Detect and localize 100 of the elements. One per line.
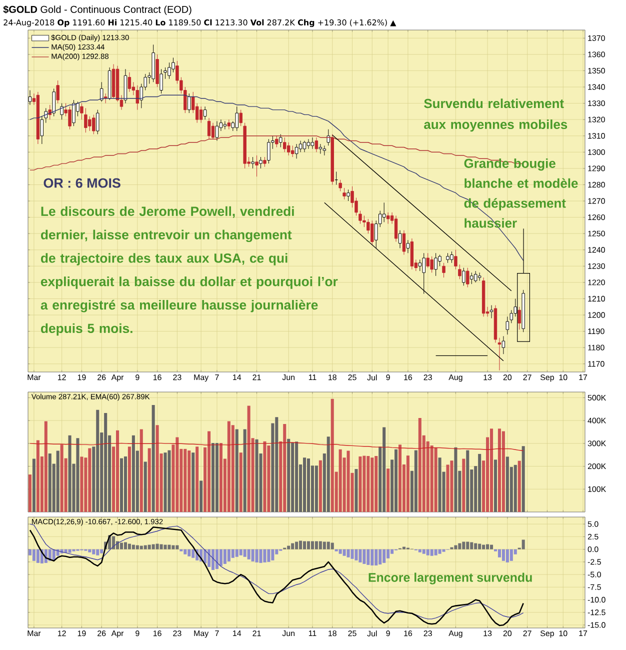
bar xyxy=(132,544,135,550)
bar xyxy=(486,544,490,550)
candlestick xyxy=(310,137,314,150)
bar xyxy=(494,460,497,512)
bar xyxy=(506,456,509,512)
candlestick xyxy=(199,106,203,124)
bar xyxy=(44,421,48,512)
bar xyxy=(116,430,120,512)
bar xyxy=(215,549,218,569)
bar xyxy=(208,549,211,567)
bar xyxy=(56,450,60,512)
bar xyxy=(128,446,131,512)
bar xyxy=(275,417,278,512)
bar xyxy=(88,549,92,552)
bar xyxy=(112,536,116,550)
bar xyxy=(243,429,246,512)
bar xyxy=(287,546,290,550)
bar xyxy=(406,456,410,512)
bar xyxy=(306,458,310,512)
candlestick xyxy=(128,72,132,92)
bar xyxy=(243,549,246,557)
candlestick xyxy=(112,64,116,99)
candlestick xyxy=(251,156,254,169)
bar xyxy=(430,549,434,556)
candlestick xyxy=(211,122,215,140)
bar xyxy=(156,544,159,550)
candlestick xyxy=(422,252,426,294)
annotation: Survendu relativement aux moyennes mobiles xyxy=(424,98,568,132)
bar xyxy=(267,445,270,512)
candlestick xyxy=(450,251,454,264)
candlestick xyxy=(430,256,434,273)
bar xyxy=(32,458,36,512)
bar xyxy=(378,549,382,564)
bar xyxy=(140,429,143,512)
bar xyxy=(303,541,306,550)
candlestick xyxy=(510,310,514,324)
bar xyxy=(231,549,234,558)
bar xyxy=(510,549,513,561)
bar xyxy=(314,466,318,512)
bar xyxy=(144,462,147,512)
bar xyxy=(235,429,238,512)
bar xyxy=(140,546,143,550)
bar xyxy=(176,545,179,550)
bar xyxy=(32,549,36,561)
candlestick xyxy=(382,202,386,222)
bar xyxy=(318,460,322,512)
bar xyxy=(263,549,266,562)
bar xyxy=(255,439,258,512)
bar xyxy=(247,549,250,560)
bar xyxy=(168,450,171,512)
candlestick xyxy=(494,304,498,343)
bar xyxy=(96,410,100,512)
bar xyxy=(76,438,80,512)
bar xyxy=(402,546,406,550)
candlestick xyxy=(36,92,40,144)
bar xyxy=(164,544,167,550)
bar xyxy=(346,450,350,512)
bar xyxy=(152,405,155,512)
bar xyxy=(219,549,222,566)
candlestick xyxy=(255,155,258,177)
candlestick xyxy=(502,336,506,354)
bar xyxy=(152,544,155,550)
bar xyxy=(28,474,32,512)
bar xyxy=(219,442,222,512)
annotation: Encore largement survendu xyxy=(368,572,532,584)
bar xyxy=(318,541,322,550)
bar xyxy=(120,542,124,550)
bar xyxy=(235,549,238,557)
bar xyxy=(502,549,505,561)
candlestick xyxy=(478,272,482,282)
candlestick xyxy=(434,252,438,276)
bar xyxy=(434,448,438,512)
bar xyxy=(223,549,226,564)
candlestick xyxy=(227,119,231,130)
candlestick xyxy=(223,120,227,130)
bar xyxy=(454,545,458,550)
candlestick xyxy=(498,338,502,371)
bar xyxy=(466,450,470,512)
candlestick xyxy=(458,264,462,280)
bar xyxy=(454,447,458,512)
bar xyxy=(104,413,108,512)
bar xyxy=(299,540,302,550)
candlestick xyxy=(398,230,402,248)
bar xyxy=(231,425,234,512)
bar xyxy=(470,542,474,550)
bar xyxy=(36,440,40,512)
bar xyxy=(227,421,230,512)
candlestick xyxy=(306,138,310,150)
bar xyxy=(148,544,151,550)
bar xyxy=(338,449,342,512)
candlestick xyxy=(362,215,366,228)
bar xyxy=(176,437,179,512)
candlestick xyxy=(490,304,494,319)
chart-title: $GOLD Gold - Continuous Contract (EOD) xyxy=(3,5,192,15)
bar xyxy=(310,541,314,550)
bar xyxy=(354,469,358,512)
bar xyxy=(482,544,486,550)
candlestick xyxy=(342,188,346,200)
bar xyxy=(184,448,187,512)
bar xyxy=(188,450,191,512)
